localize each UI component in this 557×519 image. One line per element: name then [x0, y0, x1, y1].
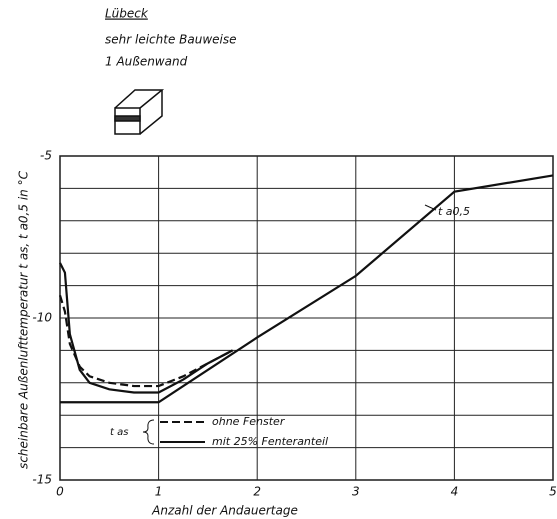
y-tick-label: -10	[32, 311, 52, 325]
x-axis-label: Anzahl der Andauertage	[151, 504, 298, 518]
header-construction: sehr leichte Bauweise	[105, 33, 237, 47]
legend-label: ohne Fenster	[212, 415, 286, 428]
series-line	[60, 295, 233, 386]
x-tick-label: 3	[352, 485, 360, 499]
legend-brace	[143, 420, 154, 444]
chart: Lübeck sehr leichte Bauweise 1 Außenwand…	[0, 0, 557, 519]
series-label: t a0,5	[438, 205, 470, 218]
x-tick-label: 0	[56, 485, 64, 499]
y-tick-label: -5	[40, 149, 52, 163]
header-city: Lübeck	[105, 7, 149, 21]
x-tick-label: 5	[549, 485, 557, 499]
series-line	[60, 175, 553, 402]
wall-icon	[115, 90, 162, 134]
series-line	[60, 263, 233, 393]
legend-label: mit 25% Fenteranteil	[212, 435, 328, 448]
legend-group-label: t as	[110, 427, 128, 438]
x-tick-label: 1	[155, 485, 163, 499]
x-tick-label: 2	[253, 485, 261, 499]
y-tick-label: -15	[32, 473, 52, 487]
header-wall: 1 Außenwand	[105, 55, 188, 69]
x-tick-label: 4	[451, 485, 459, 499]
y-axis-label: scheinbare Außenlufttemperatur t as, t a…	[17, 170, 31, 469]
